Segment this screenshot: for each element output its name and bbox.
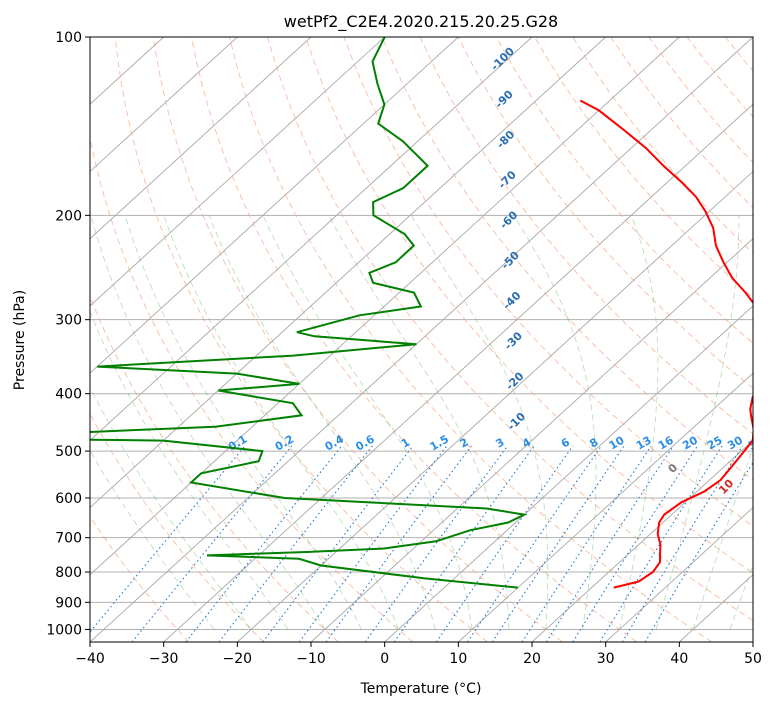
dry-adiabat-line: [343, 37, 753, 527]
x-tick-label: −10: [296, 651, 326, 667]
y-tick-label: 200: [55, 208, 82, 224]
moist-adiabat-line: [328, 215, 510, 630]
mixing-ratio-line: [393, 445, 535, 642]
x-tick-label: 0: [380, 651, 389, 667]
mixing-ratio-line: [131, 445, 293, 642]
mixing-ratio-line: [491, 445, 625, 642]
dry-adiabat-line: [114, 37, 488, 642]
x-tick-label: 30: [597, 651, 615, 667]
x-tick-label: −40: [75, 651, 105, 667]
moist-adiabat-line: [208, 215, 436, 630]
y-tick-label: 300: [55, 313, 82, 329]
dry-adiabat-line: [90, 515, 190, 642]
moist-adiabat-line: [411, 215, 549, 630]
dry-adiabat-line: [457, 37, 753, 389]
moist-adiabat-line: [619, 215, 659, 630]
moist-adiabat-line: [90, 449, 215, 630]
x-tick-label: 10: [449, 651, 467, 667]
isotherm-line: [90, 37, 385, 307]
isotherm-line: [90, 37, 606, 509]
y-tick-label: 100: [55, 30, 82, 46]
y-tick-label: 500: [55, 444, 82, 460]
y-tick-label: 800: [55, 565, 82, 581]
isotherm-line: [163, 103, 753, 642]
mixing-ratio-line: [572, 445, 699, 642]
x-tick-label: −20: [223, 651, 253, 667]
y-tick-label: 1000: [46, 622, 82, 638]
dry-adiabat-line: [152, 37, 563, 642]
x-tick-label: 50: [744, 651, 762, 667]
y-tick-label: 900: [55, 595, 82, 611]
isotherm-line: [90, 37, 753, 642]
isotherm-line: [90, 37, 533, 441]
dry-adiabat-line: [381, 37, 753, 481]
isotherm-line: [237, 170, 753, 642]
isotherm-line: [310, 238, 753, 642]
temperature-profile-line: [579, 99, 753, 589]
isotherm-line: [384, 305, 753, 642]
isotherm-line: [90, 37, 312, 240]
mixing-ratio-line: [599, 445, 723, 642]
y-tick-label: 700: [55, 531, 82, 547]
dry-adiabat-line: [90, 295, 339, 642]
dry-adiabat-line: [190, 37, 638, 642]
plot-frame: [89, 36, 754, 643]
mixing-ratio-line: [90, 445, 246, 633]
mixing-ratio-line: [521, 445, 652, 642]
dry-adiabat-line: [305, 37, 753, 574]
mixing-ratio-line: [621, 445, 744, 642]
moist-adiabat-line: [513, 215, 597, 630]
x-tick-label: 20: [523, 651, 541, 667]
moist-adiabat-line: [90, 215, 326, 630]
moist-adiabat-line: [90, 385, 252, 630]
tick-layer: −40 −30 −20 −10 0 10 20 30 40 50 100 200 300 400 500 60…: [46, 30, 762, 667]
data-layer: [90, 37, 753, 589]
dry-adiabat-line: [229, 37, 712, 642]
moist-adiabat-line: [163, 215, 399, 630]
x-axis-label: Temperature (°C): [360, 681, 482, 697]
moist-adiabat-line: [655, 215, 740, 630]
mixing-ratio-line: [644, 461, 753, 642]
isotherm-line: [90, 37, 459, 374]
mixing-ratio-line: [262, 445, 414, 642]
isotherm-line: [605, 506, 753, 642]
dry-adiabat-line: [267, 37, 753, 622]
moist-adiabat-line: [90, 310, 289, 630]
mixing-ratio-line: [298, 445, 448, 642]
chart-title: wetPf2_C2E4.2020.215.20.25.G28: [284, 12, 558, 32]
moist-adiabat-line: [124, 215, 362, 630]
y-tick-label: 400: [55, 387, 82, 403]
y-axis-label: Pressure (hPa): [12, 290, 28, 390]
mixing-ratio-line: [545, 445, 674, 642]
y-tick-label: 600: [55, 491, 82, 507]
isotherm-line: [458, 372, 753, 642]
dry-adiabat-line: [90, 135, 414, 642]
dry-adiabat-line: [90, 413, 264, 642]
x-tick-label: −30: [149, 651, 179, 667]
dewpoint-profile-line: [90, 37, 528, 589]
isotherm-line: [90, 37, 238, 173]
isotherm-line: [531, 439, 753, 642]
dry-adiabat-line: [496, 37, 753, 344]
x-tick-label: 40: [670, 651, 688, 667]
dry-adiabat-line: [419, 37, 753, 435]
